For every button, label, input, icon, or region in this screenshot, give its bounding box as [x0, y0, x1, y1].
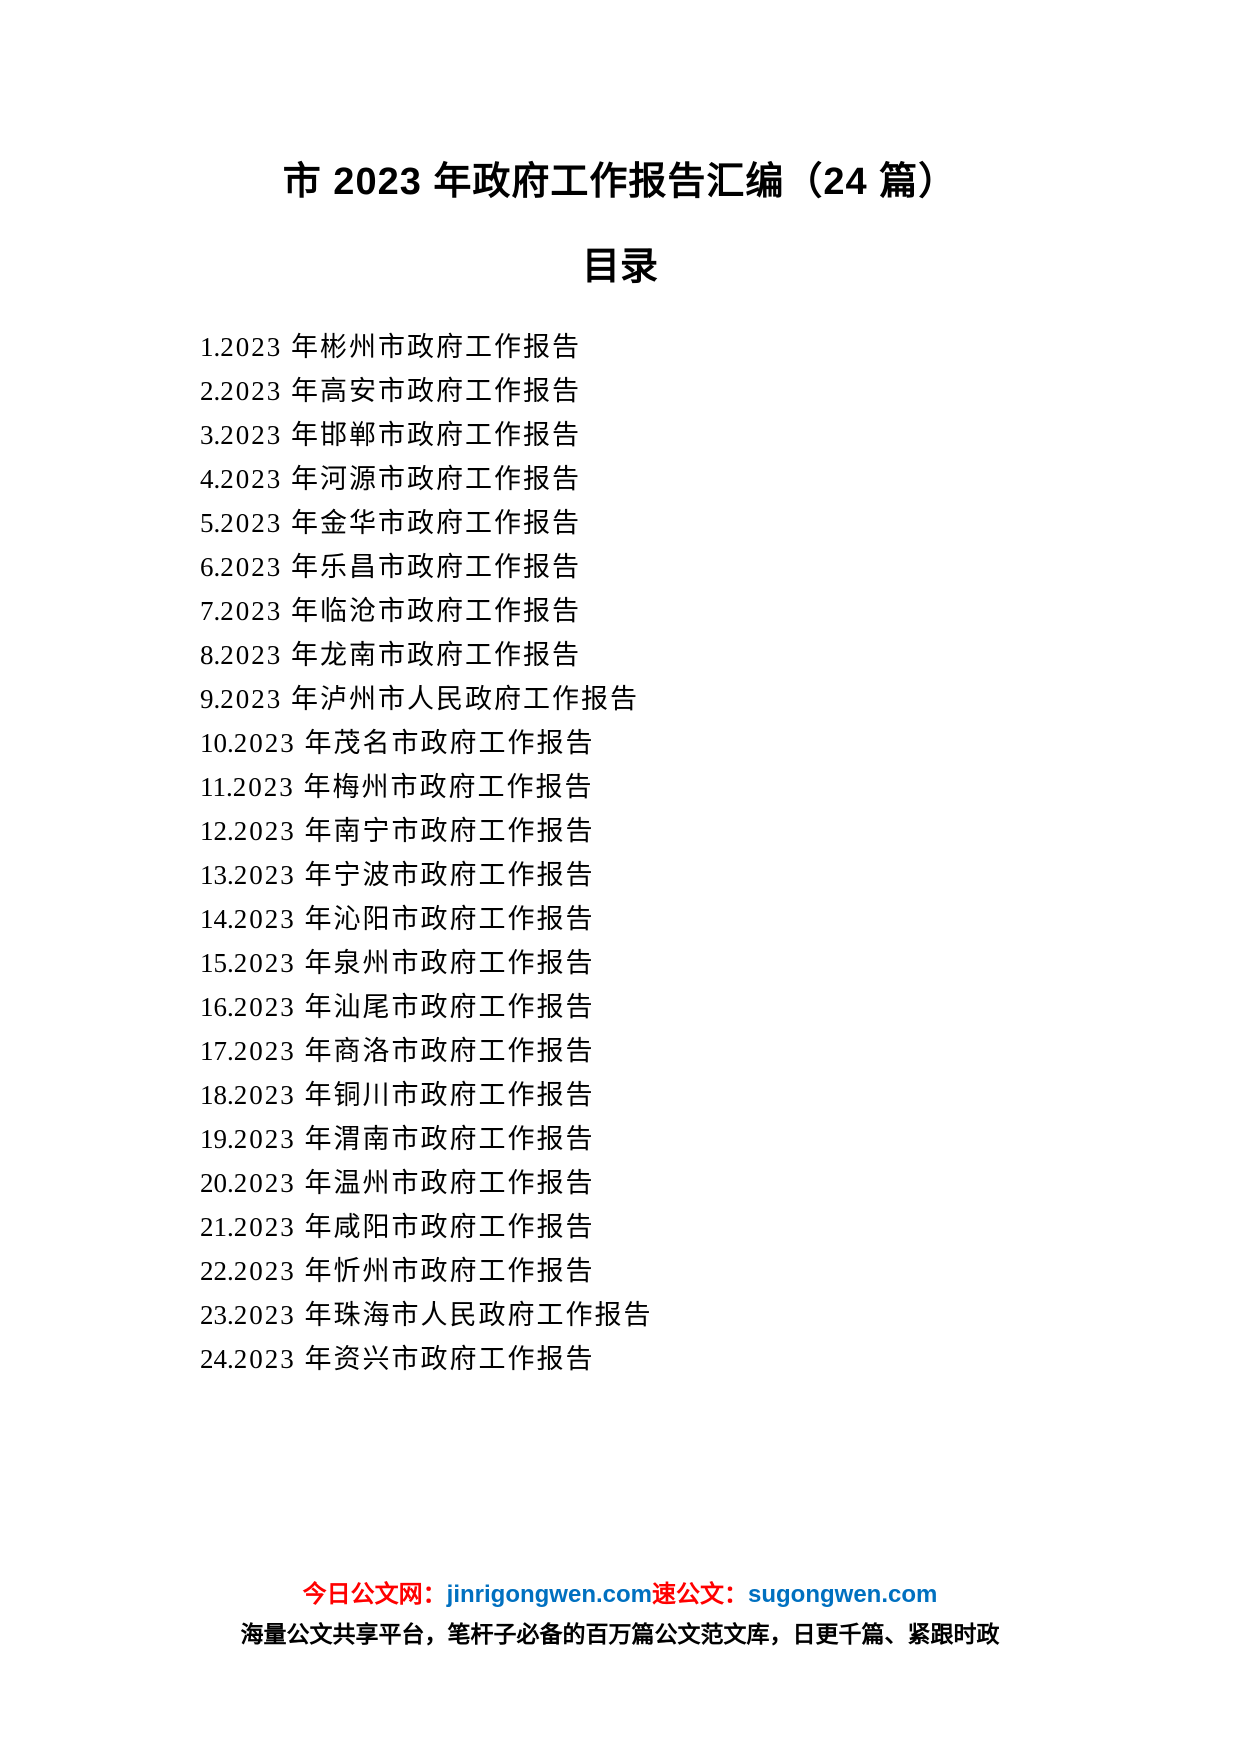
toc-item-num: 10.	[200, 728, 234, 758]
toc-item-text: 2023 年铜川市政府工作报告	[234, 1080, 595, 1110]
page-footer: 今日公文网：jinrigongwen.com速公文：sugongwen.com …	[0, 1574, 1240, 1649]
toc-item-num: 4.	[200, 464, 220, 494]
toc-item-text: 2023 年渭南市政府工作报告	[234, 1124, 595, 1154]
toc-item: 2.2023 年高安市政府工作报告	[200, 369, 1060, 413]
toc-item-text: 2023 年沁阳市政府工作报告	[234, 904, 595, 934]
toc-item: 13.2023 年宁波市政府工作报告	[200, 853, 1060, 897]
toc-item: 12.2023 年南宁市政府工作报告	[200, 809, 1060, 853]
toc-item: 3.2023 年邯郸市政府工作报告	[200, 413, 1060, 457]
toc-item-num: 3.	[200, 420, 220, 450]
toc-item-num: 6.	[200, 552, 220, 582]
toc-item: 15.2023 年泉州市政府工作报告	[200, 941, 1060, 985]
footer-line-1: 今日公文网：jinrigongwen.com速公文：sugongwen.com	[0, 1574, 1240, 1609]
toc-item-num: 22.	[200, 1256, 234, 1286]
toc-item: 6.2023 年乐昌市政府工作报告	[200, 545, 1060, 589]
toc-item: 7.2023 年临沧市政府工作报告	[200, 589, 1060, 633]
toc-item-num: 8.	[200, 640, 220, 670]
toc-item-text: 2023 年河源市政府工作报告	[220, 464, 581, 494]
footer-line-2: 海量公文共享平台，笔杆子必备的百万篇公文范文库，日更千篇、紧跟时政	[0, 1615, 1240, 1649]
toc-item-num: 1.	[200, 332, 220, 362]
toc-item-text: 2023 年临沧市政府工作报告	[220, 596, 581, 626]
toc-item-num: 19.	[200, 1124, 234, 1154]
toc-item: 20.2023 年温州市政府工作报告	[200, 1161, 1060, 1205]
toc-item-text: 2023 年邯郸市政府工作报告	[220, 420, 581, 450]
toc-item: 17.2023 年商洛市政府工作报告	[200, 1029, 1060, 1073]
toc-item-text: 2023 年龙南市政府工作报告	[220, 640, 581, 670]
toc-item-num: 13.	[200, 860, 234, 890]
toc-item-text: 2023 年汕尾市政府工作报告	[234, 992, 595, 1022]
footer-brand-2-url: sugongwen.com	[748, 1581, 937, 1608]
toc-item: 9.2023 年泸州市人民政府工作报告	[200, 677, 1060, 721]
toc-item-num: 23.	[200, 1300, 234, 1330]
toc-item: 14.2023 年沁阳市政府工作报告	[200, 897, 1060, 941]
toc-item-text: 2023 年温州市政府工作报告	[234, 1168, 595, 1198]
toc-heading: 目录	[180, 235, 1060, 290]
toc-item-text: 2023 年乐昌市政府工作报告	[220, 552, 581, 582]
table-of-contents: 1.2023 年彬州市政府工作报告 2.2023 年高安市政府工作报告 3.20…	[200, 325, 1060, 1381]
toc-item-num: 15.	[200, 948, 234, 978]
toc-item-num: 16.	[200, 992, 234, 1022]
toc-item-num: 11.	[200, 772, 233, 802]
toc-item-num: 17.	[200, 1036, 234, 1066]
toc-item-num: 5.	[200, 508, 220, 538]
toc-item-text: 2023 年商洛市政府工作报告	[234, 1036, 595, 1066]
toc-item: 10.2023 年茂名市政府工作报告	[200, 721, 1060, 765]
toc-item-text: 2023 年资兴市政府工作报告	[234, 1344, 595, 1374]
toc-item-text: 2023 年珠海市人民政府工作报告	[234, 1300, 653, 1330]
toc-item-text: 2023 年南宁市政府工作报告	[234, 816, 595, 846]
toc-item-text: 2023 年梅州市政府工作报告	[233, 772, 594, 802]
toc-item-text: 2023 年咸阳市政府工作报告	[234, 1212, 595, 1242]
toc-item-num: 9.	[200, 684, 220, 714]
footer-brand-1-url: jinrigongwen.com	[447, 1581, 652, 1608]
document-page: 市 2023 年政府工作报告汇编（24 篇） 目录 1.2023 年彬州市政府工…	[0, 0, 1240, 1461]
toc-item: 5.2023 年金华市政府工作报告	[200, 501, 1060, 545]
toc-item-text: 2023 年泉州市政府工作报告	[234, 948, 595, 978]
toc-item: 16.2023 年汕尾市政府工作报告	[200, 985, 1060, 1029]
toc-item: 4.2023 年河源市政府工作报告	[200, 457, 1060, 501]
toc-item: 23.2023 年珠海市人民政府工作报告	[200, 1293, 1060, 1337]
toc-item: 1.2023 年彬州市政府工作报告	[200, 325, 1060, 369]
toc-item: 24.2023 年资兴市政府工作报告	[200, 1337, 1060, 1381]
footer-brand-2-label: 速公文：	[652, 1581, 748, 1608]
toc-item-text: 2023 年金华市政府工作报告	[220, 508, 581, 538]
toc-item: 11.2023 年梅州市政府工作报告	[200, 765, 1060, 809]
toc-item-num: 20.	[200, 1168, 234, 1198]
toc-item: 18.2023 年铜川市政府工作报告	[200, 1073, 1060, 1117]
toc-item-text: 2023 年彬州市政府工作报告	[220, 332, 581, 362]
toc-item-text: 2023 年泸州市人民政府工作报告	[220, 684, 639, 714]
toc-item-num: 21.	[200, 1212, 234, 1242]
toc-item-text: 2023 年茂名市政府工作报告	[234, 728, 595, 758]
document-title: 市 2023 年政府工作报告汇编（24 篇）	[180, 150, 1060, 205]
footer-brand-1-label: 今日公文网：	[303, 1581, 447, 1608]
toc-item: 19.2023 年渭南市政府工作报告	[200, 1117, 1060, 1161]
toc-item-num: 7.	[200, 596, 220, 626]
toc-item: 21.2023 年咸阳市政府工作报告	[200, 1205, 1060, 1249]
toc-item-num: 12.	[200, 816, 234, 846]
toc-item-num: 2.	[200, 376, 220, 406]
toc-item-num: 14.	[200, 904, 234, 934]
toc-item-text: 2023 年忻州市政府工作报告	[234, 1256, 595, 1286]
toc-item-num: 24.	[200, 1344, 234, 1374]
toc-item-num: 18.	[200, 1080, 234, 1110]
toc-item: 8.2023 年龙南市政府工作报告	[200, 633, 1060, 677]
toc-item-text: 2023 年宁波市政府工作报告	[234, 860, 595, 890]
toc-item: 22.2023 年忻州市政府工作报告	[200, 1249, 1060, 1293]
toc-item-text: 2023 年高安市政府工作报告	[220, 376, 581, 406]
